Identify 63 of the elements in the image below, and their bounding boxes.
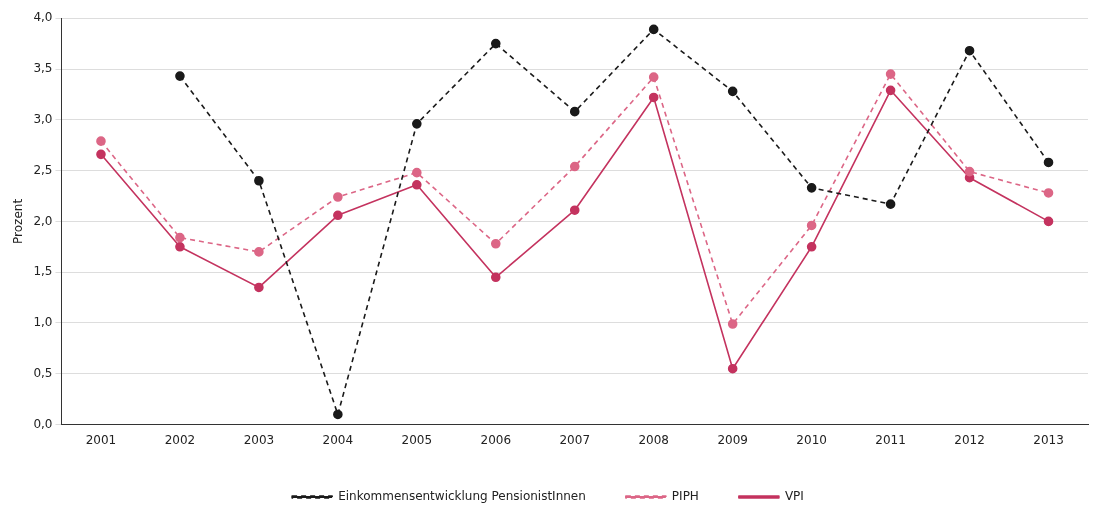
point (885, 69, 896, 79)
y-tick-label: 1,0 (33, 315, 53, 330)
point (964, 45, 975, 56)
point (490, 272, 501, 283)
x-tick-label: 2006 (480, 432, 512, 447)
point (885, 199, 896, 209)
point (175, 71, 185, 81)
point (569, 205, 580, 216)
y-axis-title: Prozent (11, 198, 26, 244)
point (1043, 188, 1054, 198)
point (806, 220, 817, 231)
x-tick-label: 2010 (796, 432, 827, 447)
point (1043, 157, 1054, 168)
point (569, 161, 580, 172)
point (333, 409, 343, 420)
legend-label: VPI (784, 489, 804, 504)
y-tick-label: 3,5 (33, 61, 53, 76)
point (885, 85, 896, 96)
x-tick-label: 2004 (322, 432, 354, 447)
point (254, 247, 264, 257)
point (412, 167, 422, 178)
y-tick-label: 0,5 (33, 365, 53, 380)
point (569, 106, 580, 117)
point (648, 72, 659, 82)
x-tick-label: 2009 (717, 432, 748, 447)
legend-label: Einkommensentwicklung PensionistInnen (338, 489, 586, 504)
point (96, 149, 106, 160)
point (490, 38, 501, 49)
x-tick-label: 2005 (401, 432, 433, 447)
y-tick-label: 0,0 (33, 416, 53, 431)
y-tick-label: 2,5 (33, 162, 53, 177)
point (412, 180, 422, 190)
x-tick-label: 2008 (638, 432, 669, 447)
point (806, 242, 817, 252)
legend-label: PIPH (671, 489, 699, 504)
y-tick-label: 3,0 (33, 111, 53, 126)
point (964, 166, 975, 177)
point (254, 282, 264, 293)
point (333, 210, 343, 221)
x-tick-label: 2003 (243, 432, 275, 447)
point (1043, 216, 1054, 227)
y-tick-label: 4,0 (33, 10, 53, 25)
x-tick-label: 2011 (875, 432, 906, 447)
x-tick-label: 2002 (164, 432, 196, 447)
point (254, 175, 264, 186)
point (96, 136, 106, 146)
point (727, 319, 738, 329)
point (333, 192, 343, 202)
point (727, 363, 738, 374)
point (806, 183, 817, 193)
x-tick-label: 2007 (559, 432, 591, 447)
x-tick-label: 2001 (85, 432, 117, 447)
point (175, 232, 185, 243)
point (412, 119, 422, 129)
x-tick-label: 2013 (1033, 432, 1064, 447)
y-tick-label: 2,0 (33, 213, 53, 228)
point (490, 238, 501, 249)
point (175, 242, 185, 252)
point (727, 86, 738, 97)
y-tick-label: 1,5 (33, 264, 53, 279)
point (648, 24, 659, 35)
x-tick-label: 2012 (954, 432, 985, 447)
point (648, 92, 659, 103)
